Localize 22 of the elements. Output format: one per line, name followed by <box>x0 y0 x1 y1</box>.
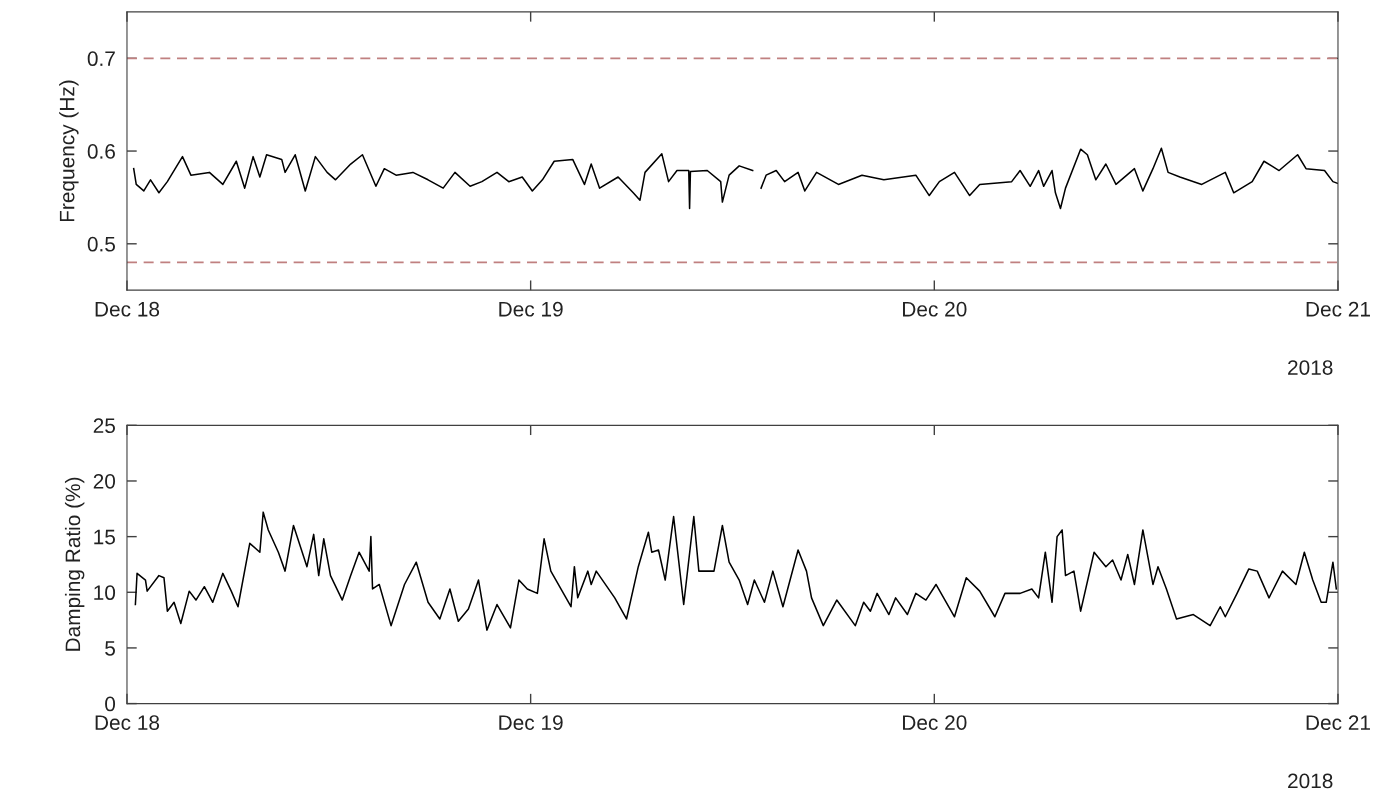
y-tick-label: 25 <box>93 418 115 434</box>
y-tick-label: 10 <box>94 585 116 601</box>
y-tick-label: 0.6 <box>87 144 115 159</box>
y-tick-label: 0.7 <box>87 51 115 67</box>
x-tick-label: Dec 19 <box>499 301 563 317</box>
x-tick-label: Dec 18 <box>95 301 160 317</box>
line-series <box>134 511 1338 631</box>
y-axis-title: Frequency (Hz) <box>59 80 79 222</box>
x-tick-label: Dec 20 <box>903 715 967 730</box>
text: 2018 <box>1288 360 1333 375</box>
y-tick-label: 0 <box>105 696 116 712</box>
x-tick-label: Dec 18 <box>95 715 160 730</box>
x-tick-label: Dec 21 <box>1306 301 1370 317</box>
y-tick-label: 15 <box>94 529 115 545</box>
text: 2018 <box>1288 773 1333 789</box>
x-tick-label: Dec 21 <box>1306 715 1370 730</box>
y-tick-label: 5 <box>105 641 115 656</box>
x-tick-label: Dec 19 <box>499 715 563 730</box>
y-tick-label: 0.5 <box>87 236 115 252</box>
y-tick-label: 20 <box>93 473 116 489</box>
y-axis-title: Damping Ratio (%) <box>64 477 85 651</box>
x-tick-label: Dec 20 <box>903 301 967 317</box>
